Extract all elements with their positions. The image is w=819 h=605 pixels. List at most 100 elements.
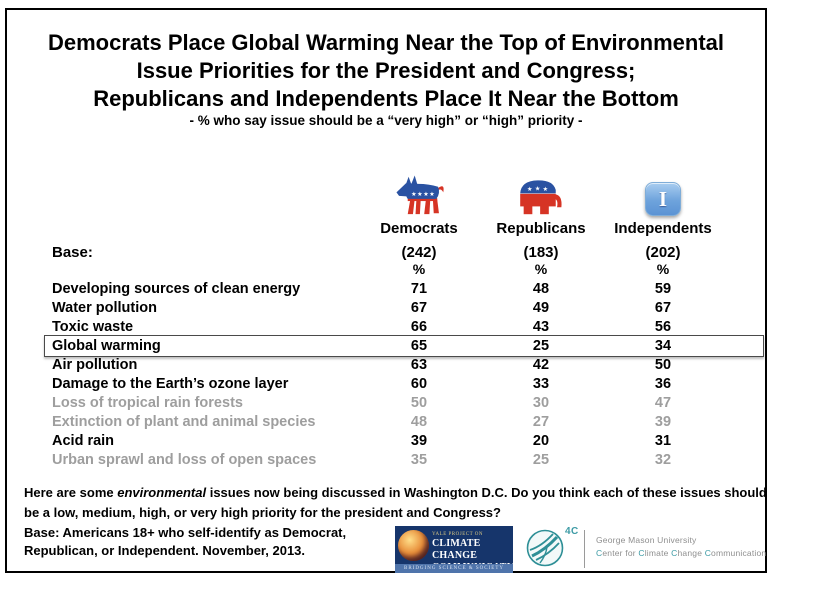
independent-i-badge: I <box>645 182 681 216</box>
base-note: Base: Americans 18+ who self-identify as… <box>24 524 346 560</box>
value-republicans: 20 <box>532 433 550 449</box>
value-independents: 47 <box>654 395 672 411</box>
yale-logo-tagline: BRIDGING SCIENCE & SOCIETY <box>395 564 513 573</box>
value-democrats: 35 <box>410 452 428 468</box>
gmu-segment: enter for <box>602 548 639 558</box>
value-republicans: 27 <box>532 414 550 430</box>
4c-swirl-icon <box>526 529 564 567</box>
value-independents: 34 <box>654 338 672 354</box>
slide-frame: Democrats Place Global Warming Near the … <box>5 8 767 573</box>
table-row: Damage to the Earth’s ozone layer 60 33 … <box>44 375 764 394</box>
value-democrats: 48 <box>410 414 428 430</box>
page-title: Democrats Place Global Warming Near the … <box>7 29 765 113</box>
party-names-row: Democrats Republicans Independents <box>44 220 764 237</box>
title-line-2: Issue Priorities for the President and C… <box>136 58 636 83</box>
value-democrats: 63 <box>410 357 428 373</box>
base-democrats: (242) <box>401 244 437 261</box>
democrat-donkey-icon-svg: ★ ★ ★ ★ <box>396 175 444 215</box>
survey-question-line-2: be a low, medium, high, or very high pri… <box>24 505 501 520</box>
republican-elephant-icon: ★ ★ ★ <box>480 176 602 216</box>
base-independents: (202) <box>645 244 681 261</box>
value-democrats: 60 <box>410 376 428 392</box>
issue-label: Developing sources of clean energy <box>52 281 301 297</box>
value-independents: 31 <box>654 433 672 449</box>
george-mason-university-text: George Mason University Center for Clima… <box>596 534 766 560</box>
table-row: Loss of tropical rain forests 50 30 47 <box>44 394 764 413</box>
yale-climate-change-communication-logo: YALE PROJECT ON CLIMATE CHANGE COMMUNICA… <box>395 526 513 573</box>
table-row-highlighted-global-warming: Global warming 65 25 34 <box>44 335 764 357</box>
independent-i-icon: I <box>602 182 724 216</box>
svg-text:★: ★ <box>423 191 429 198</box>
base-republicans: (183) <box>523 244 559 261</box>
issue-label: Acid rain <box>52 433 115 449</box>
svg-text:★: ★ <box>543 186 549 193</box>
issue-label: Global warming <box>52 338 161 354</box>
table-row: Toxic waste 66 43 56 <box>44 318 764 337</box>
value-independents: 67 <box>654 300 672 316</box>
table-row: Water pollution 67 49 67 <box>44 299 764 318</box>
gmu-segment: hange <box>677 548 705 558</box>
gmu-segment: ommunication <box>711 548 767 558</box>
issue-label: Loss of tropical rain forests <box>52 395 243 411</box>
value-republicans: 48 <box>532 281 550 297</box>
table-row: Developing sources of clean energy 71 48… <box>44 280 764 299</box>
value-democrats: 66 <box>410 319 428 335</box>
yale-logo-line-1: CLIMATE CHANGE <box>432 538 481 561</box>
issues-table: Developing sources of clean energy 71 48… <box>44 280 764 470</box>
subtitle: - % who say issue should be a “very high… <box>189 113 583 128</box>
logo-divider <box>584 530 585 568</box>
base-label: Base: <box>52 244 93 261</box>
svg-text:★: ★ <box>417 191 423 198</box>
table-row: Air pollution 63 42 50 <box>44 356 764 375</box>
value-republicans: 43 <box>532 319 550 335</box>
column-header-democrats: Democrats <box>380 220 458 237</box>
gmu-segment: C <box>671 548 678 558</box>
independent-i-letter: I <box>658 186 668 211</box>
survey-question-text: Here are some environmental issues now b… <box>24 483 767 523</box>
value-republicans: 30 <box>532 395 550 411</box>
base-note-line-2: Republican, or Independent. November, 20… <box>24 543 306 558</box>
question-segment: Here are some <box>24 485 118 500</box>
value-republicans: 25 <box>532 338 550 354</box>
issue-label: Urban sprawl and loss of open spaces <box>52 452 317 468</box>
value-republicans: 33 <box>532 376 550 392</box>
value-independents: 56 <box>654 319 672 335</box>
svg-text:★: ★ <box>535 185 541 192</box>
issue-label: Toxic waste <box>52 319 134 335</box>
survey-question-line-1: Here are some environmental issues now b… <box>24 483 767 503</box>
value-independents: 39 <box>654 414 672 430</box>
table-row: Urban sprawl and loss of open spaces 35 … <box>44 451 764 470</box>
gmu-line-1: George Mason University <box>596 535 697 545</box>
table-row: Extinction of plant and animal species 4… <box>44 413 764 432</box>
issue-label: Water pollution <box>52 300 157 316</box>
svg-text:★: ★ <box>429 191 435 198</box>
percent-sign-republicans: % <box>534 261 548 277</box>
4c-label: 4C <box>565 526 579 537</box>
republican-elephant-icon-svg: ★ ★ ★ <box>520 180 562 215</box>
value-republicans: 49 <box>532 300 550 316</box>
gmu-segment: C <box>596 548 603 558</box>
party-icons-row: ★ ★ ★ ★ ★ ★ ★ <box>44 172 764 216</box>
gmu-segment: limate <box>644 548 672 558</box>
percent-sign-democrats: % <box>412 261 426 277</box>
value-democrats: 50 <box>410 395 428 411</box>
yale-logo-line-0: YALE PROJECT ON <box>432 532 484 537</box>
svg-text:★: ★ <box>527 186 533 193</box>
percent-row: % % % <box>44 261 764 278</box>
title-line-1: Democrats Place Global Warming Near the … <box>47 30 725 55</box>
value-democrats: 39 <box>410 433 428 449</box>
gmu-segment: C <box>638 548 645 558</box>
value-republicans: 25 <box>532 452 550 468</box>
value-republicans: 42 <box>532 357 550 373</box>
table-row: Acid rain 39 20 31 <box>44 432 764 451</box>
value-independents: 50 <box>654 357 672 373</box>
democrat-donkey-icon: ★ ★ ★ ★ <box>358 174 480 216</box>
value-independents: 32 <box>654 452 672 468</box>
question-segment-italic: environmental <box>117 485 207 500</box>
george-mason-4c-logo: 4C <box>526 526 586 569</box>
column-header-republicans: Republicans <box>496 220 586 237</box>
svg-text:★: ★ <box>411 191 417 198</box>
issue-label: Air pollution <box>52 357 138 373</box>
base-row: Base: (242) (183) (202) <box>44 244 764 261</box>
base-note-line-1: Base: Americans 18+ who self-identify as… <box>24 525 347 540</box>
